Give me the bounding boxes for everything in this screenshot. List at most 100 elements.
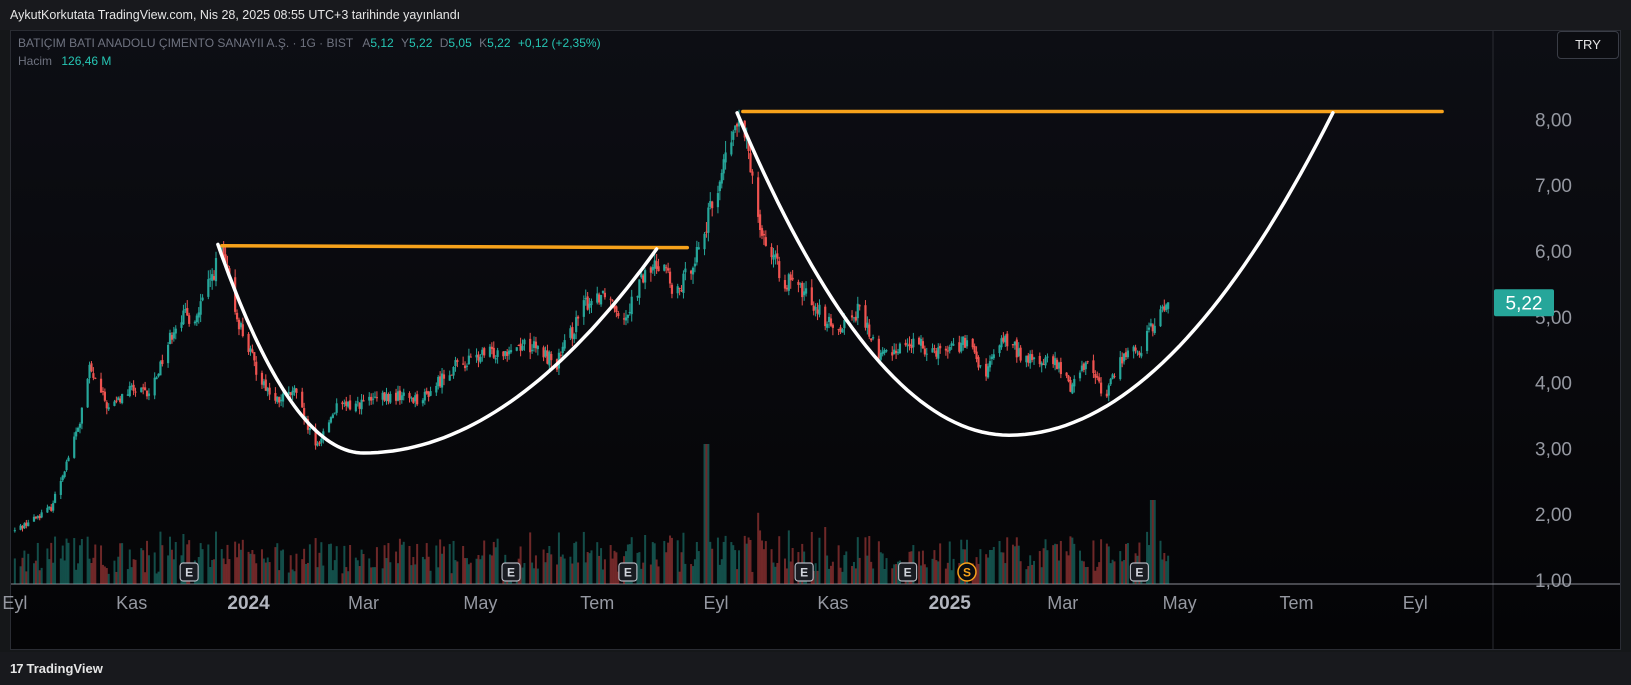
candle-body (638, 279, 641, 298)
candle-body (1132, 346, 1135, 352)
volume-bar (236, 557, 239, 584)
earnings-marker (501, 562, 521, 582)
candle-body (504, 350, 507, 356)
candle-body (801, 282, 804, 298)
candle-body (107, 407, 110, 410)
volume-bar (1079, 550, 1082, 584)
candle-body (622, 318, 626, 320)
volume-bar (747, 537, 750, 584)
volume-bar (751, 571, 754, 584)
candle-body (1145, 330, 1149, 351)
candle-body (421, 400, 424, 404)
volume-bar (1086, 566, 1089, 584)
candle-body (414, 395, 417, 402)
candle-body (134, 391, 137, 393)
candle-body (1032, 357, 1036, 360)
volume-bar (291, 569, 294, 584)
volume-bar (448, 544, 451, 584)
candle-body (180, 322, 183, 328)
volume-bar (134, 559, 137, 584)
volume-bar (289, 555, 292, 584)
candle-body (159, 361, 162, 376)
candle-body (1015, 339, 1018, 358)
volume-bar (939, 543, 942, 584)
candle-body (1065, 372, 1068, 376)
candle-body (990, 356, 993, 359)
volume-bar (490, 555, 493, 584)
tradingview-brand[interactable]: 17 TradingView (10, 661, 103, 676)
candle-body (454, 360, 457, 366)
candle-body (760, 228, 764, 236)
volume-bar (140, 548, 143, 584)
volume-bar (759, 530, 762, 584)
time-tick-label: Kas (116, 593, 147, 613)
volume-bar (987, 557, 990, 584)
candle-body (690, 270, 693, 274)
volume-bar (1056, 544, 1059, 584)
volume-bar (772, 562, 775, 584)
candle-body (21, 525, 24, 529)
candle-body (166, 344, 170, 364)
candle-body (452, 366, 455, 376)
currency-button[interactable]: TRY (1557, 31, 1619, 59)
volume-bar (50, 542, 53, 584)
volume-bar (921, 550, 924, 584)
candle-body (693, 263, 697, 267)
volume-bar (879, 552, 882, 584)
volume-bar (188, 540, 191, 584)
candle-body (636, 296, 639, 298)
volume-bar (885, 558, 888, 584)
candle-body (260, 372, 264, 385)
volume-bar (826, 555, 829, 584)
earnings-marker (618, 562, 638, 582)
earnings-marker-label: E (507, 566, 515, 580)
footer-bar (0, 652, 1631, 685)
volume-bar (1149, 500, 1152, 584)
candle-body (224, 254, 227, 264)
candle-body (695, 246, 698, 263)
candle-body (824, 306, 827, 327)
volume-bar (611, 558, 614, 584)
candle-body (506, 351, 509, 356)
candle-body (1111, 374, 1114, 379)
candle-body (657, 266, 660, 272)
volume-bar (220, 549, 223, 584)
candle-body (450, 374, 453, 376)
candle-body (1092, 360, 1095, 374)
candle-body (488, 346, 492, 357)
chart-area[interactable] (10, 30, 1621, 650)
candle-body (530, 349, 534, 351)
candle-body (667, 268, 670, 271)
candle-body (569, 328, 572, 338)
candle-body (147, 393, 151, 396)
volume-bar (92, 557, 95, 584)
time-tick-label: Tem (580, 593, 614, 613)
volume-bar (695, 541, 698, 584)
volume-bar (318, 552, 321, 584)
candle-body (264, 379, 267, 391)
volume-bar (638, 552, 641, 584)
volume-bar (295, 553, 298, 584)
candle-body (172, 332, 175, 339)
volume-bar (810, 531, 813, 584)
candle-body (255, 361, 258, 375)
volume-bar (680, 552, 683, 584)
candle-body (925, 353, 928, 355)
volume-bar (839, 567, 842, 584)
candle-body (724, 152, 727, 163)
candle-body (494, 358, 497, 360)
candle-body (509, 350, 513, 353)
candle-body (917, 337, 921, 345)
volume-bar (1080, 560, 1083, 584)
volume-bar (690, 564, 693, 584)
candle-body (975, 351, 978, 360)
volume-bar (13, 558, 16, 584)
volume-bar (918, 551, 921, 584)
volume-bar (990, 550, 993, 584)
volume-bar (1029, 555, 1032, 584)
volume-bar (1038, 551, 1041, 584)
volume-bar (582, 531, 585, 584)
volume-bar (1031, 564, 1034, 584)
candle-body (603, 292, 606, 298)
